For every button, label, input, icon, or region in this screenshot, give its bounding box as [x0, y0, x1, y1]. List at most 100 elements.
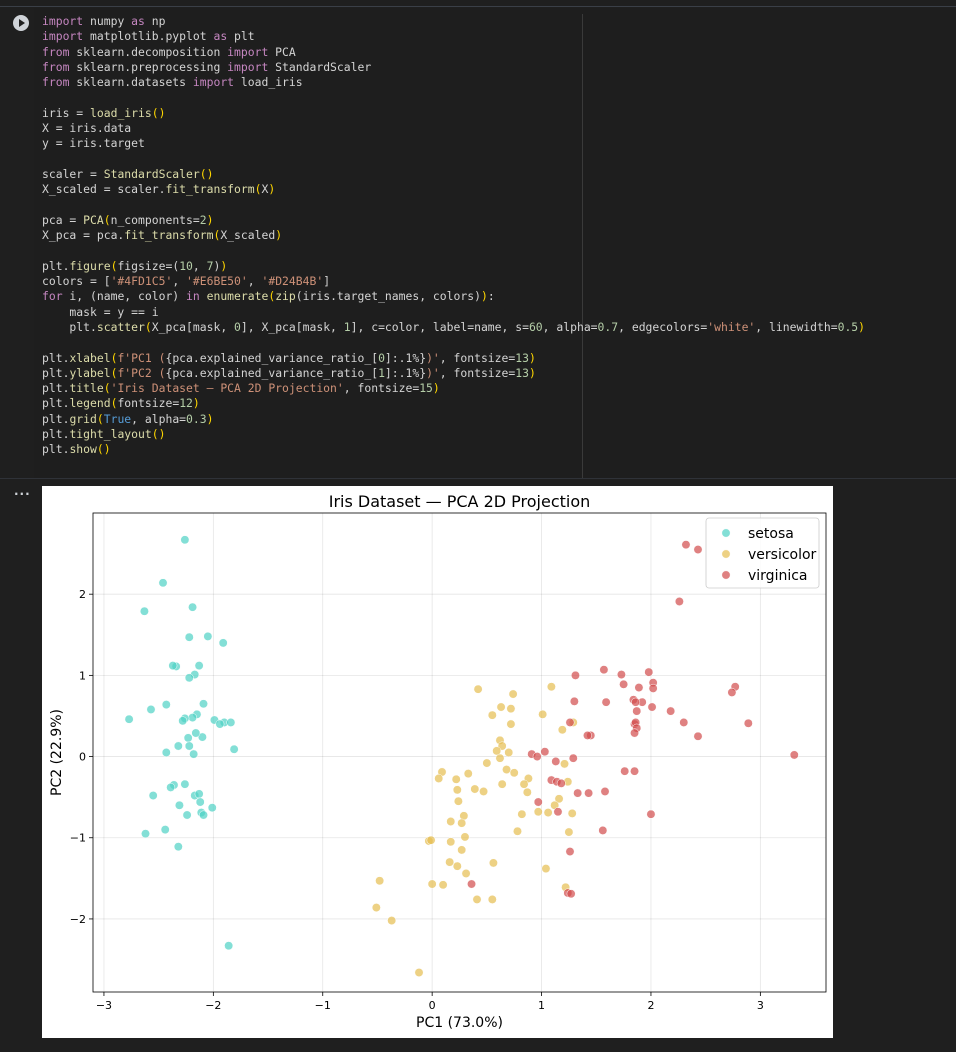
code-token: 12: [179, 396, 193, 411]
code-token: import: [42, 14, 84, 28]
code-token: X_pca[mask,: [151, 319, 235, 334]
code-line: iris = load_iris(): [42, 106, 165, 120]
data-point-versicolor: [479, 787, 489, 796]
run-cell-button[interactable]: [13, 15, 29, 31]
code-token: plt.: [42, 442, 70, 457]
output-menu-icon[interactable]: ...: [14, 484, 31, 498]
data-point-setosa: [184, 632, 194, 642]
data-point-setosa: [180, 535, 190, 545]
code-token: 'Iris Dataset — PCA 2D Projection': [110, 381, 344, 396]
data-point-versicolor: [541, 864, 551, 874]
code-token: 13: [515, 365, 529, 380]
code-token: ): [192, 396, 200, 411]
data-point-setosa: [141, 829, 150, 839]
data-point-setosa: [139, 606, 149, 616]
code-token: tight_layout: [69, 427, 152, 442]
data-point-setosa: [183, 733, 193, 743]
data-point-setosa: [178, 716, 188, 726]
code-token: X_pca = pca.: [42, 228, 125, 243]
code-token: plt: [227, 29, 255, 44]
data-point-virginica: [599, 665, 609, 675]
code-token: (: [110, 350, 118, 365]
data-point-virginica: [681, 540, 691, 550]
code-token: 60: [528, 319, 543, 334]
code-text[interactable]: import numpy as np import matplotlib.pyp…: [42, 14, 865, 458]
code-token: ,: [172, 274, 187, 289]
code-token: 2: [199, 212, 207, 227]
x-tick-label: 3: [757, 999, 764, 1012]
data-point-versicolor: [438, 880, 448, 890]
code-token: 1: [378, 365, 385, 380]
data-point-versicolor: [488, 858, 498, 868]
data-point-versicolor: [495, 753, 505, 763]
code-token: , edgecolors=: [618, 319, 708, 334]
code-token: plt.: [42, 350, 70, 365]
code-token: X: [261, 182, 269, 197]
data-point-versicolor: [564, 827, 574, 837]
code-token: enumerate: [206, 289, 269, 304]
data-point-versicolor: [470, 784, 480, 794]
code-token: plt.: [42, 319, 97, 334]
code-line: plt.scatter(X_pca[mask, 0], X_pca[mask, …: [42, 320, 865, 334]
code-editor[interactable]: [34, 8, 956, 478]
data-point-versicolor: [546, 682, 556, 692]
code-line: plt.figure(figsize=(10, 7)): [42, 259, 227, 273]
code-token: ): [858, 319, 866, 334]
code-token: ): [275, 228, 283, 243]
code-token: ,: [247, 274, 262, 289]
editor-ruler: [582, 14, 583, 478]
data-point-virginica: [565, 847, 575, 856]
code-token: X_scaled = scaler.: [42, 182, 166, 197]
data-point-versicolor: [457, 845, 467, 855]
data-point-setosa: [173, 842, 183, 852]
data-point-setosa: [194, 789, 204, 799]
code-token: show: [69, 442, 97, 457]
data-point-versicolor: [463, 769, 473, 779]
code-token: )': [426, 365, 440, 380]
code-token: ]:.1%}: [384, 350, 427, 365]
code-token: sklearn.preprocessing: [69, 59, 228, 74]
data-point-versicolor: [460, 832, 470, 842]
code-line: mask = y == i: [42, 305, 158, 319]
code-token: ): [268, 182, 276, 197]
code-line: y = iris.target: [42, 136, 145, 150]
y-tick-label: 2: [79, 588, 86, 601]
data-point-versicolor: [445, 857, 455, 867]
data-point-virginica: [467, 879, 476, 889]
data-point-virginica: [679, 718, 689, 727]
code-token: (: [110, 258, 118, 273]
code-token: PCA: [83, 212, 104, 227]
code-token: StandardScaler: [268, 59, 372, 74]
code-line: plt.legend(fontsize=12): [42, 396, 200, 410]
code-line: plt.show(): [42, 442, 111, 456]
data-point-setosa: [188, 713, 198, 723]
code-token: np: [144, 14, 166, 28]
data-point-versicolor: [452, 861, 462, 871]
data-point-virginica: [646, 809, 656, 819]
code-token: (): [151, 427, 166, 442]
data-point-versicolor: [414, 968, 424, 977]
code-line: plt.title('Iris Dataset — PCA 2D Project…: [42, 381, 440, 395]
code-line: from sklearn.preprocessing import Standa…: [42, 60, 371, 74]
data-point-versicolor: [473, 684, 483, 694]
data-point-setosa: [194, 661, 204, 671]
code-token: load_iris: [234, 75, 303, 90]
data-point-versicolor: [506, 719, 516, 729]
x-tick-label: 0: [429, 999, 436, 1012]
data-point-versicolor: [543, 808, 553, 818]
y-tick-label: −2: [70, 913, 86, 926]
code-token: fontsize=: [117, 396, 180, 411]
code-token: , fontsize=: [439, 350, 516, 365]
code-token: ): [528, 365, 536, 380]
code-line: plt.tight_layout(): [42, 427, 165, 441]
data-point-versicolor: [504, 748, 514, 757]
data-point-versicolor: [452, 785, 462, 795]
data-point-virginica: [616, 670, 626, 680]
data-point-setosa: [215, 719, 225, 729]
data-point-virginica: [540, 747, 550, 757]
code-token: iris =: [42, 105, 91, 120]
data-point-virginica: [598, 825, 608, 835]
data-point-setosa: [188, 602, 198, 612]
code-token: )': [426, 350, 440, 365]
y-tick-label: 0: [79, 751, 86, 764]
